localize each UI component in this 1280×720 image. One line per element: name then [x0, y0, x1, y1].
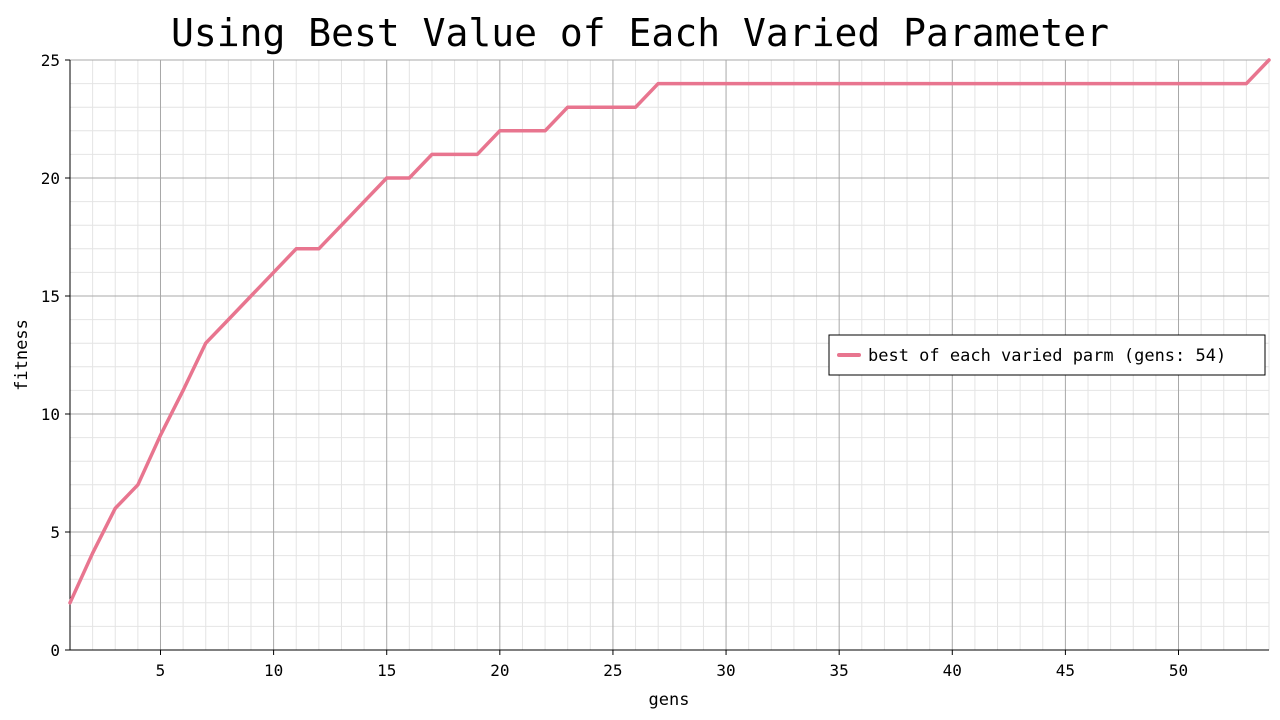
data-point: [1063, 82, 1067, 86]
data-point: [588, 105, 592, 109]
legend: best of each varied parm (gens: 54): [828, 334, 1266, 376]
data-point: [543, 129, 547, 133]
data-point: [158, 433, 162, 437]
axes: [65, 59, 1269, 655]
series-layer: [68, 58, 1271, 605]
x-tick-labels: 5 10 15 20 25 30 35 40 45 50: [156, 661, 1188, 680]
data-point: [996, 82, 1000, 86]
data-point: [882, 82, 886, 86]
x-tick-label: 25: [603, 661, 622, 680]
data-point: [339, 223, 343, 227]
y-tick-label: 25: [41, 51, 60, 70]
data-point: [611, 105, 615, 109]
data-point: [1244, 82, 1248, 86]
x-tick-label: 40: [943, 661, 962, 680]
y-tick-label: 5: [50, 523, 60, 542]
data-point: [634, 105, 638, 109]
y-tick-label: 20: [41, 169, 60, 188]
data-point: [249, 294, 253, 298]
y-axis-label: fitness: [12, 319, 32, 391]
data-point: [68, 601, 72, 605]
data-point: [407, 176, 411, 180]
x-tick-label: 20: [490, 661, 509, 680]
data-point: [792, 82, 796, 86]
data-point: [181, 388, 185, 392]
data-point: [1267, 58, 1271, 62]
data-point: [656, 82, 660, 86]
data-point: [475, 152, 479, 156]
data-point: [701, 82, 705, 86]
data-point: [1041, 82, 1045, 86]
x-tick-label: 5: [156, 661, 166, 680]
data-point: [91, 551, 95, 555]
y-tick-labels: 0 5 10 15 20 25: [41, 51, 60, 660]
data-point: [679, 82, 683, 86]
data-point: [1177, 82, 1181, 86]
data-point: [498, 129, 502, 133]
data-point: [204, 341, 208, 345]
data-point: [1018, 82, 1022, 86]
y-tick-label: 10: [41, 405, 60, 424]
data-point: [1086, 82, 1090, 86]
x-tick-label: 35: [830, 661, 849, 680]
x-tick-label: 10: [264, 661, 283, 680]
data-point: [453, 152, 457, 156]
legend-label: best of each varied parm (gens: 54): [868, 346, 1226, 366]
data-point: [1131, 82, 1135, 86]
data-point: [950, 82, 954, 86]
data-point: [815, 82, 819, 86]
data-point: [566, 105, 570, 109]
data-point: [1222, 82, 1226, 86]
legend-box: [828, 334, 1266, 376]
chart-title: Using Best Value of Each Varied Paramete…: [171, 11, 1109, 55]
data-point: [520, 129, 524, 133]
data-point: [1109, 82, 1113, 86]
data-point: [226, 318, 230, 322]
grid-minor: [69, 60, 1270, 650]
y-tick-label: 15: [41, 287, 60, 306]
data-point: [724, 82, 728, 86]
x-tick-label: 45: [1056, 661, 1075, 680]
data-point: [905, 82, 909, 86]
data-point: [136, 483, 140, 487]
data-point: [294, 247, 298, 251]
data-point: [837, 82, 841, 86]
data-point: [747, 82, 751, 86]
data-point: [113, 506, 117, 510]
data-point: [1199, 82, 1203, 86]
y-tick-label: 0: [50, 641, 60, 660]
x-axis-label: gens: [649, 690, 690, 710]
data-point: [769, 82, 773, 86]
data-point: [362, 200, 366, 204]
data-point: [928, 82, 932, 86]
data-point: [1154, 82, 1158, 86]
data-point: [385, 176, 389, 180]
data-point: [430, 152, 434, 156]
data-point: [860, 82, 864, 86]
data-point: [317, 247, 321, 251]
data-point: [272, 270, 276, 274]
series-line: [68, 58, 1271, 605]
x-tick-label: 50: [1169, 661, 1188, 680]
data-point: [973, 82, 977, 86]
x-tick-label: 15: [377, 661, 396, 680]
x-tick-label: 30: [716, 661, 735, 680]
